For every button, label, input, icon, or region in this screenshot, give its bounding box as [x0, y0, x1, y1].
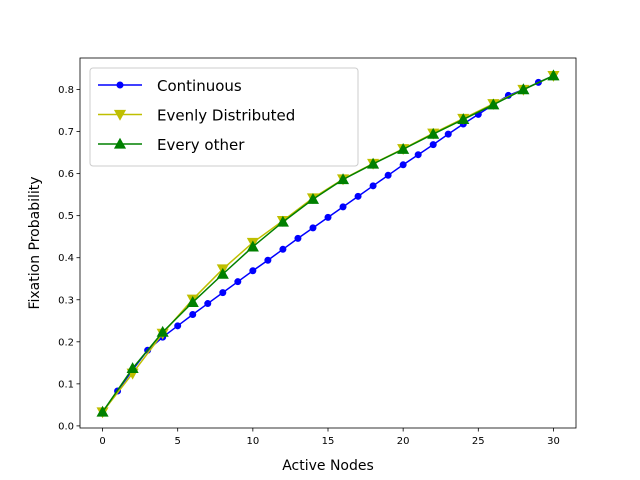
legend-entry-every-other: Every other	[98, 136, 245, 154]
x-tick-label: 30	[547, 436, 560, 447]
every-other-point	[547, 69, 560, 81]
x-tick-label: 10	[246, 436, 259, 447]
x-tick-label: 25	[472, 436, 485, 447]
continuous-point	[354, 192, 362, 200]
every-other-point	[276, 215, 289, 227]
x-axis-label: Active Nodes	[282, 458, 374, 474]
every-other-point	[517, 83, 530, 95]
every-other-point	[126, 362, 139, 373]
y-tick-label: 0.6	[58, 169, 74, 180]
legend-entry-evenly-distributed: Evenly Distributed	[98, 107, 295, 125]
legend-box	[89, 67, 359, 167]
legend-label-evenly-distributed: Evenly Distributed	[157, 107, 295, 125]
every-other-point	[186, 296, 199, 307]
legend-marker-evenly-distributed	[113, 109, 127, 121]
series-every-other	[96, 69, 560, 417]
legend-marker-every-other	[113, 137, 127, 149]
every-other-point	[487, 98, 500, 110]
every-other-point	[306, 193, 320, 204]
legend-entry-continuous: Continuous	[98, 77, 242, 95]
every-other-point	[427, 127, 440, 139]
continuous-point	[264, 256, 272, 264]
continuous-point	[294, 234, 302, 242]
y-tick-label: 0.7	[58, 127, 74, 138]
continuous-point	[249, 267, 257, 275]
every-other-point	[216, 267, 229, 279]
continuous-point	[369, 182, 377, 190]
legend-label-continuous: Continuous	[157, 77, 242, 95]
every-other-point	[96, 405, 109, 417]
y-tick-label: 0.2	[58, 337, 74, 348]
continuous-point	[174, 322, 182, 330]
continuous-point	[324, 213, 332, 221]
every-other-point	[397, 143, 410, 154]
legend: Continuous Evenly Distributed Every other	[89, 67, 359, 167]
continuous-point	[414, 151, 422, 159]
y-tick-label: 0.8	[58, 85, 74, 96]
continuous-point	[189, 310, 197, 318]
y-axis-label: Fixation Probability	[27, 176, 43, 309]
continuous-point	[339, 203, 347, 211]
y-tick-label: 0.5	[58, 211, 74, 222]
continuous-point	[219, 289, 227, 297]
x-tick-label: 15	[322, 436, 335, 447]
continuous-point	[279, 245, 287, 253]
continuous-point	[399, 161, 407, 169]
continuous-point	[384, 171, 392, 179]
y-tick-label: 0.0	[58, 421, 74, 432]
continuous-point	[444, 130, 452, 138]
every-other-line	[101, 74, 554, 413]
continuous-point	[234, 278, 242, 286]
every-other-point	[367, 157, 380, 169]
y-tick-label: 0.3	[58, 295, 74, 306]
every-other-point	[246, 240, 259, 252]
y-tick-label: 0.1	[58, 379, 74, 390]
series-layer	[96, 69, 560, 419]
legend-label-every-other: Every other	[157, 136, 245, 154]
every-other-point	[457, 113, 470, 125]
continuous-point	[309, 224, 317, 232]
every-other-point	[156, 325, 169, 337]
legend-marker-continuous	[116, 81, 124, 89]
ticks-layer: 0 5 10 15 20 25 30 0.0 0.1 0.2 0.3 0.4 0.5 0.6 0.7 0.8	[58, 85, 560, 447]
x-tick-label: 20	[397, 436, 410, 447]
continuous-point	[429, 141, 437, 149]
x-tick-label: 0	[99, 436, 105, 447]
every-other-point	[336, 173, 350, 185]
x-tick-label: 5	[175, 436, 181, 447]
y-tick-label: 0.4	[58, 253, 74, 264]
continuous-point	[204, 300, 212, 308]
